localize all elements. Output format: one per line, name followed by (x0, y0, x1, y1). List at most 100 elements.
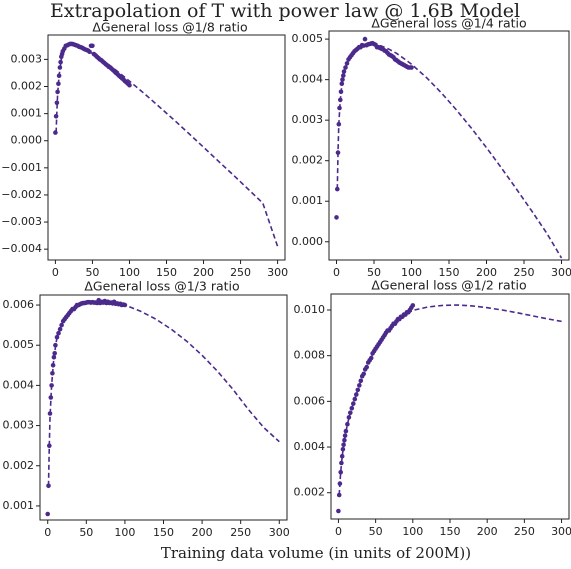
x-tick-label: 100 (401, 266, 422, 279)
x-tick-label: 50 (369, 525, 383, 538)
y-tick-label: 0.008 (294, 349, 326, 362)
data-point (58, 59, 63, 65)
data-point (56, 73, 62, 78)
x-tick-label: 250 (514, 266, 535, 279)
data-point (351, 401, 356, 406)
data-point (349, 405, 355, 411)
data-point (46, 483, 51, 489)
data-point (339, 460, 344, 466)
data-point (361, 371, 367, 377)
plot-frame (39, 294, 288, 521)
x-tick-label: 200 (193, 266, 214, 279)
data-point (364, 364, 370, 370)
data-point (336, 121, 342, 127)
data-point (337, 481, 343, 486)
data-point (90, 43, 95, 49)
data-point (348, 410, 353, 416)
data-point (52, 351, 57, 356)
x-tick-label: 50 (367, 266, 381, 279)
data-point (362, 36, 368, 42)
y-tick-label: 0.002 (11, 80, 43, 93)
panel-title: ΔGeneral loss @1/8 ratio (92, 20, 247, 35)
data-point (54, 334, 60, 340)
x-tick-label: 100 (402, 525, 423, 538)
data-point (339, 453, 345, 459)
y-tick-label: 0.005 (292, 32, 324, 45)
plot-frame (328, 30, 570, 261)
data-point (336, 508, 341, 514)
data-point (56, 330, 61, 336)
data-point (355, 387, 361, 393)
x-tick-label: 250 (514, 525, 535, 538)
data-point (45, 511, 50, 517)
fit-curve (47, 300, 280, 486)
data-point (368, 355, 374, 361)
data-point (57, 326, 63, 332)
x-tick-label: 300 (551, 525, 571, 538)
data-point (47, 443, 52, 449)
panel-title: ΔGeneral loss @1/3 ratio (84, 279, 239, 294)
y-tick-label: −0.003 (1, 215, 42, 228)
y-tick-label: 0.006 (294, 394, 326, 407)
data-point (341, 73, 346, 78)
data-point (335, 186, 340, 192)
data-point (341, 69, 347, 74)
x-tick-label: 150 (156, 266, 177, 279)
data-point (358, 378, 364, 384)
x-tick-label: 0 (44, 526, 51, 539)
data-point (338, 89, 344, 95)
y-tick-label: 0.003 (11, 52, 43, 65)
data-point (340, 77, 345, 82)
x-tick-label: 250 (230, 266, 251, 279)
y-tick-label: 0.002 (294, 486, 326, 499)
data-point (59, 322, 64, 328)
y-tick-label: 0.003 (3, 419, 35, 432)
x-tick-label: 0 (335, 525, 342, 538)
x-tick-label: 100 (119, 266, 140, 279)
data-point (354, 392, 359, 397)
data-point (341, 442, 346, 448)
x-tick-label: 200 (192, 526, 213, 539)
x-tick-label: 150 (153, 526, 174, 539)
data-point (50, 363, 56, 368)
data-point (345, 421, 350, 427)
data-point (56, 81, 61, 87)
y-tick-label: 0.002 (3, 459, 35, 472)
y-tick-label: 0.001 (3, 499, 35, 512)
data-point (409, 65, 414, 70)
data-point (410, 303, 416, 308)
data-point (343, 65, 348, 70)
x-tick-label: 300 (269, 526, 290, 539)
x-tick-label: 0 (333, 266, 340, 279)
x-tick-label: 50 (79, 526, 93, 539)
fit-curve (336, 43, 563, 259)
x-tick-label: 150 (440, 525, 461, 538)
x-tick-label: 200 (476, 266, 497, 279)
data-point (334, 215, 339, 220)
data-point (53, 114, 59, 119)
panel-title: ΔGeneral loss @1/4 ratio (371, 16, 526, 31)
panel-ratio-1-2: ΔGeneral loss @1/2 ratio 0 50 100 150 200 250… (294, 278, 571, 539)
data-point (122, 302, 128, 308)
plot-frame (47, 34, 286, 261)
panel-ratio-1-4: ΔGeneral loss @1/4 ratio 0 50 100 150 200 250… (292, 16, 571, 280)
data-point (127, 82, 132, 88)
figure-xlabel: Training data volume (in units of 200M)) (161, 544, 471, 562)
y-tick-label: 0.005 (3, 338, 35, 351)
figure-title: Extrapolation of T with power law @ 1.6B… (50, 0, 520, 22)
data-point (49, 383, 54, 388)
data-point (55, 89, 60, 95)
y-tick-label: −0.001 (1, 161, 42, 174)
x-tick-label: 200 (477, 525, 498, 538)
x-tick-label: 300 (267, 266, 288, 279)
plot-frame (330, 293, 570, 520)
data-point (53, 342, 58, 348)
y-tick-label: 0.002 (292, 154, 324, 167)
data-point (343, 428, 349, 434)
y-tick-label: 0.004 (294, 440, 326, 453)
data-point (47, 411, 53, 416)
y-tick-label: 0.004 (292, 73, 324, 86)
y-tick-label: 0.004 (3, 378, 35, 391)
fit-curve (55, 43, 279, 247)
